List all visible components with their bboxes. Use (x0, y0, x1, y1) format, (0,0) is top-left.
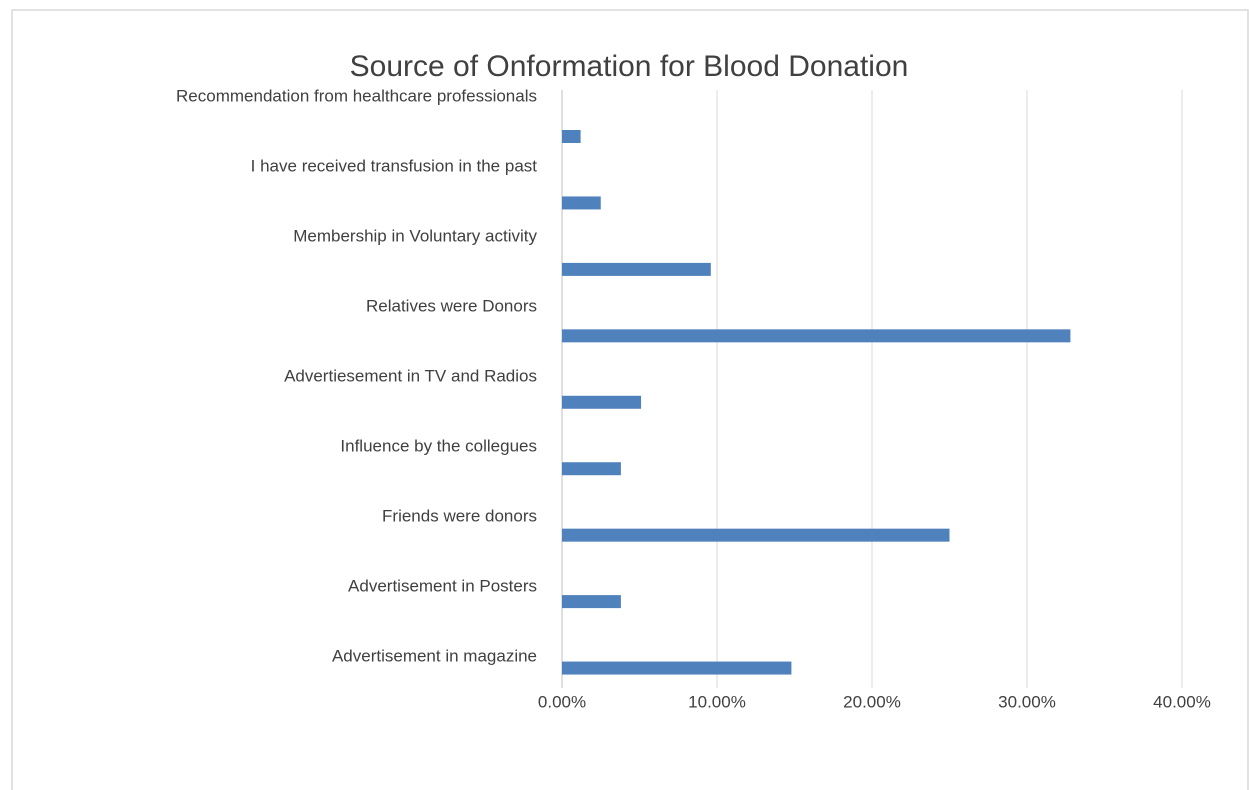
y-tick-label: I have received transfusion in the past (251, 156, 538, 175)
y-tick-label: Recommendation from healthcare professio… (176, 86, 537, 105)
bar (562, 661, 792, 675)
bar (562, 462, 621, 476)
x-tick-label: 40.00% (1153, 692, 1211, 711)
x-tick-label: 20.00% (843, 692, 901, 711)
y-tick-label: Friends were donors (382, 506, 537, 525)
x-tick-label: 30.00% (998, 692, 1056, 711)
bar (562, 262, 711, 276)
bar (562, 130, 581, 143)
y-tick-label: Influence by the collegues (340, 436, 537, 455)
y-tick-label: Advertisement in Posters (348, 576, 537, 595)
y-tick-label: Relatives were Donors (366, 296, 537, 315)
x-tick-label: 0.00% (538, 692, 586, 711)
chart-frame (11, 9, 1249, 790)
chart-title: Source of Onformation for Blood Donation (350, 50, 909, 83)
bar (562, 329, 1071, 343)
bar (562, 595, 621, 609)
bar (562, 196, 601, 210)
y-tick-label: Advertisement in magazine (332, 646, 537, 665)
bar (562, 395, 642, 409)
x-tick-label: 10.00% (688, 692, 746, 711)
bar (562, 528, 950, 542)
y-tick-label: Membership in Voluntary activity (293, 226, 537, 245)
y-tick-label: Advertiesement in TV and Radios (284, 366, 537, 385)
